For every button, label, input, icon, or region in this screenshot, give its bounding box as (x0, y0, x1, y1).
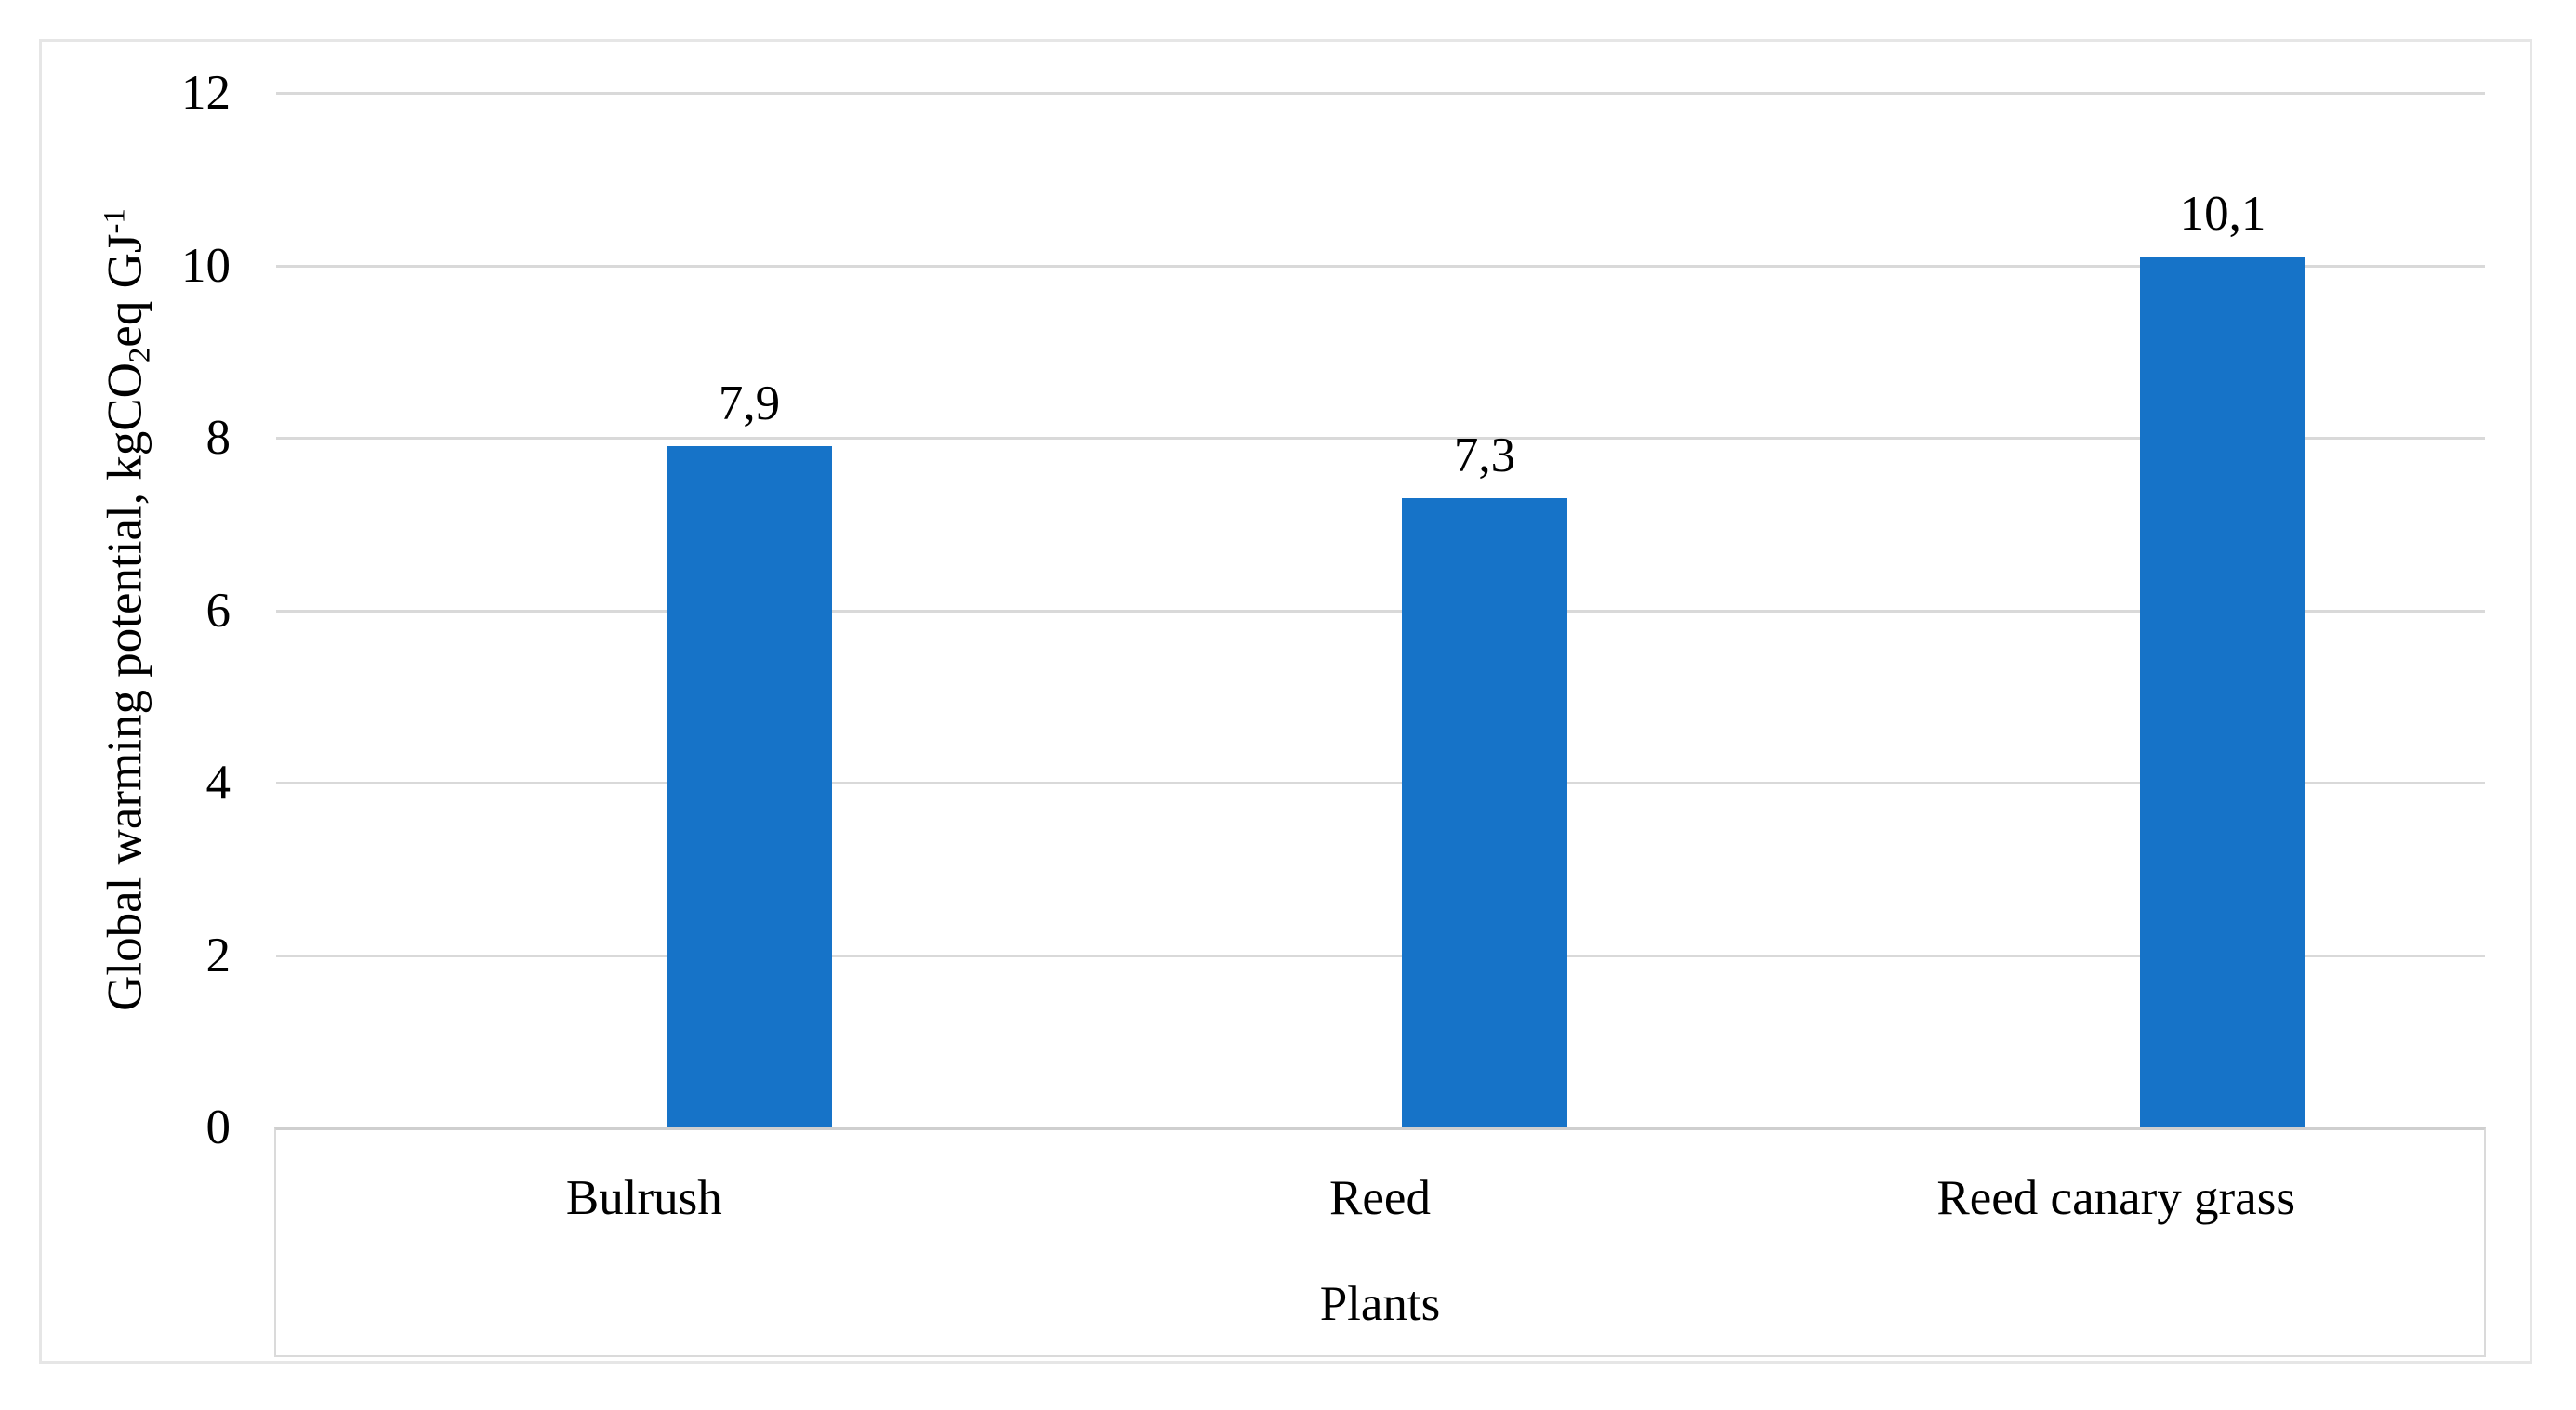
y-axis-tick-label: 12 (181, 66, 231, 120)
bar-value-label: 7,3 (1453, 428, 1516, 482)
x-axis-title: Plants (1319, 1277, 1441, 1331)
plot-area: 7,9 7,3 10,1 (276, 92, 2485, 1127)
gridline (276, 437, 2485, 440)
gridline (276, 782, 2485, 784)
category-label-bulrush: Bulrush (565, 1171, 722, 1225)
gridline (276, 954, 2485, 957)
category-axis-box: Bulrush Reed Reed canary grass Plants (274, 1127, 2486, 1357)
y-axis-tick-label: 10 (181, 238, 231, 293)
category-label-reed: Reed (1329, 1171, 1431, 1225)
gridline (276, 92, 2485, 95)
bar-reed-canary-grass (2140, 257, 2305, 1127)
y-axis-tick-label: 4 (205, 756, 231, 810)
y-axis-tick-label: 8 (205, 411, 231, 465)
category-labels-row: Bulrush Reed Reed canary grass (276, 1166, 2484, 1231)
y-axis-tick-labels: 0 2 4 6 8 10 12 (0, 66, 231, 1154)
figure-border (39, 39, 2532, 1364)
gridline (276, 609, 2485, 613)
bar-value-label: 7,9 (718, 376, 781, 431)
y-axis-tick-label: 2 (205, 928, 231, 982)
bar-bulrush (667, 446, 832, 1127)
category-label-reed-canary-grass: Reed canary grass (1936, 1171, 2295, 1225)
bar-value-label: 10,1 (2179, 187, 2266, 242)
y-axis-tick-label: 6 (205, 583, 231, 638)
gridline (276, 264, 2485, 268)
y-axis-tick-label: 0 (205, 1100, 231, 1154)
bar-reed (1402, 497, 1567, 1127)
